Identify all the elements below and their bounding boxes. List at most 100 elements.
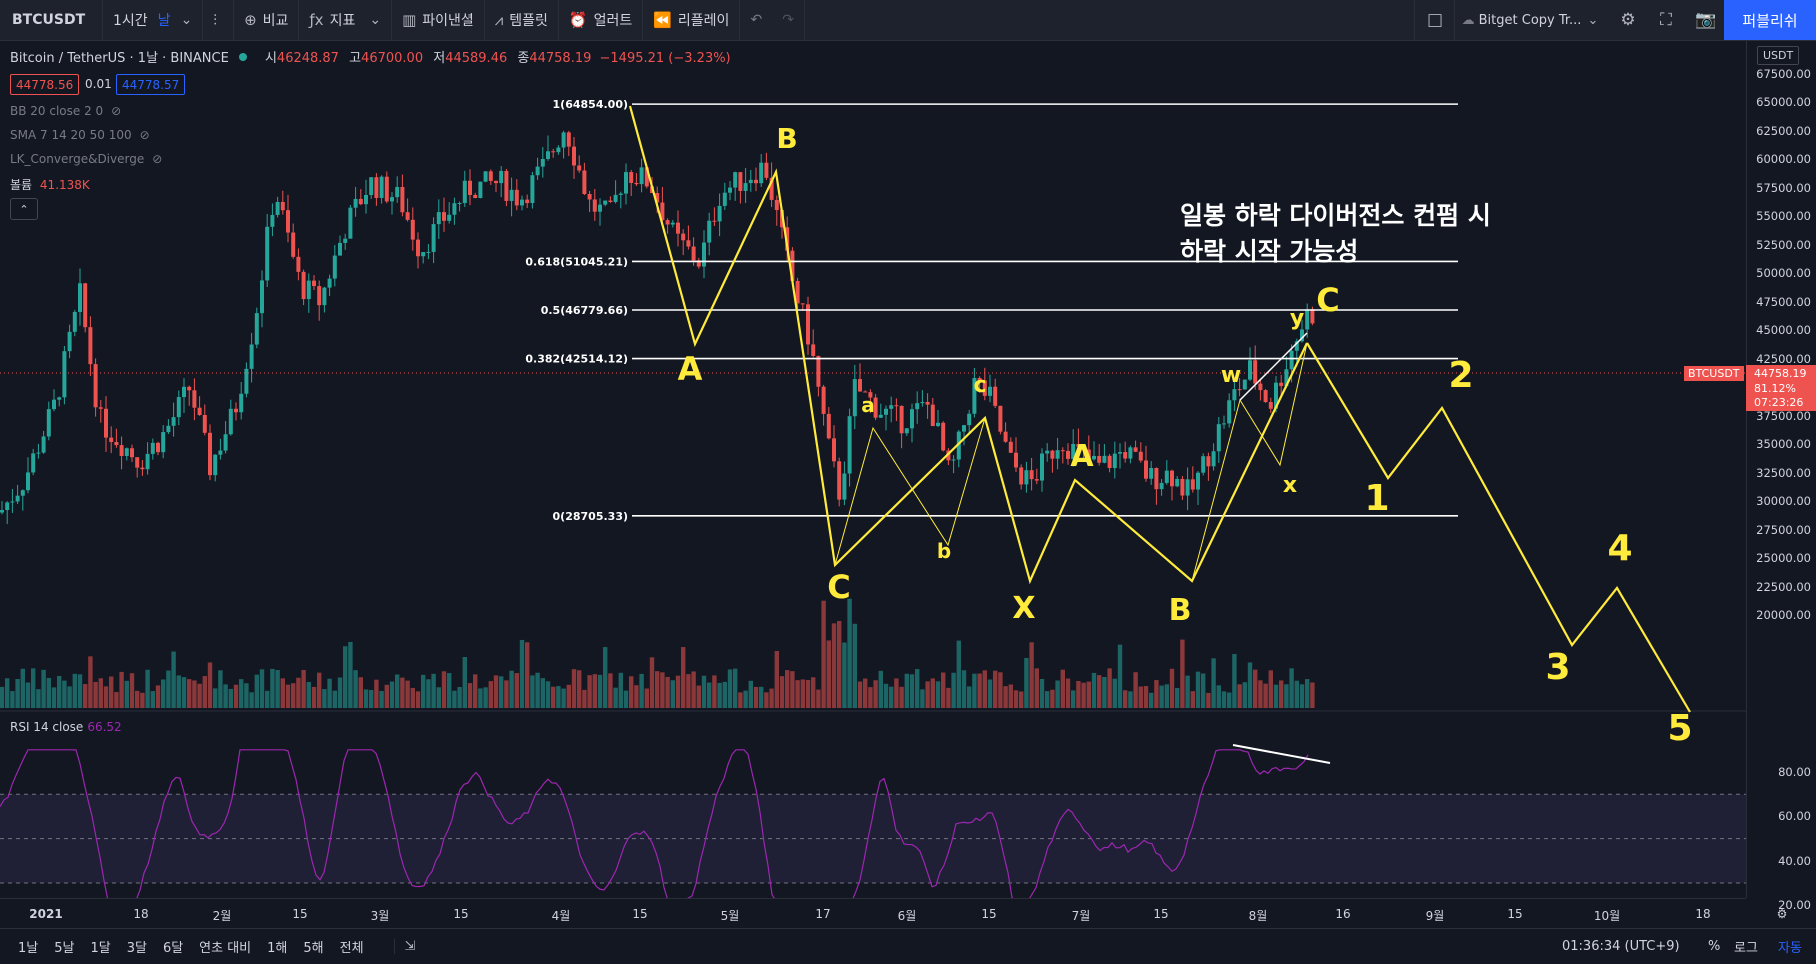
candle-body <box>1248 360 1252 380</box>
goto-date-icon[interactable]: ⇲ <box>393 939 415 954</box>
chart-canvas[interactable]: 1(64854.00) 0.618(51045.21) 0.5(46779.66) 0… <box>0 0 1746 898</box>
eye-hidden-icon[interactable]: ⊘ <box>139 128 150 142</box>
candle-body <box>317 286 322 306</box>
wave-label: A <box>1070 439 1094 474</box>
candle-body <box>15 495 20 502</box>
undo-button[interactable]: ↶ <box>750 12 763 28</box>
buy-price-box[interactable]: 44778.57 <box>116 74 186 95</box>
candle-body <box>525 199 530 204</box>
range-button[interactable]: 1날 <box>18 941 39 956</box>
volume-bar <box>1310 682 1315 708</box>
eye-hidden-icon[interactable]: ⊘ <box>152 152 163 166</box>
indicator-lk[interactable]: LK_Converge&Diverge ⊘ <box>10 152 162 166</box>
volume-bar <box>514 673 519 708</box>
publish-button[interactable]: 퍼블리쉬 <box>1724 0 1816 40</box>
collapse-legend-button[interactable]: ⌃ <box>10 198 38 220</box>
volume-bar <box>1175 687 1180 708</box>
indicator-bb[interactable]: BB 20 close 2 0 ⊘ <box>10 104 121 118</box>
fib-level-label: 0(28705.33) <box>553 510 628 523</box>
range-button[interactable]: 6달 <box>162 941 184 956</box>
layout-square-button[interactable]: □ <box>1414 0 1455 40</box>
axis-settings-icon[interactable]: ⚙ <box>1776 907 1788 921</box>
candle-body <box>509 189 514 201</box>
chart-type-button[interactable]: ⫶ <box>203 0 235 40</box>
volume-bar <box>904 673 909 708</box>
sell-price-box[interactable]: 44778.56 <box>10 74 80 95</box>
range-button[interactable]: 전체 <box>339 941 364 956</box>
replay-label: 리플레이 <box>677 13 730 29</box>
rsi-legend[interactable]: RSI 14 close 66.52 <box>10 720 122 734</box>
candle-body <box>114 441 119 446</box>
volume-bar <box>343 646 348 708</box>
volume-bar <box>670 680 675 708</box>
volume-bar <box>348 641 353 708</box>
market-status-icon <box>238 53 247 61</box>
volume-bar <box>759 686 764 708</box>
settings-button[interactable]: ⚙ <box>1610 0 1646 40</box>
time-axis[interactable]: 2021 18 2월 15 3월 15 4월 15 5월 17 6월 15 7월 15 8월 16 9월 15 10… <box>0 898 1787 929</box>
financials-button[interactable]: ▥ 파이낸셜 <box>392 0 485 40</box>
wave-label: a <box>861 393 875 417</box>
compare-button[interactable]: ⊕ 비교 <box>234 0 300 40</box>
price-tick-label: 52500.00 <box>1756 237 1811 252</box>
volume-bar <box>930 678 935 708</box>
volume-bar <box>265 690 270 708</box>
range-button[interactable]: 5해 <box>303 941 324 956</box>
candle-body <box>1055 450 1060 459</box>
volume-bar <box>441 671 447 708</box>
volume-bar <box>311 686 317 708</box>
volume-bar <box>405 680 410 708</box>
symbol-title[interactable]: Bitcoin / TetherUS · 1날 · BINANCE <box>10 51 229 66</box>
volume-bar <box>998 672 1003 708</box>
volume-bar <box>753 686 759 708</box>
candle-body <box>83 283 88 328</box>
snapshot-button[interactable]: 📷 <box>1688 0 1724 40</box>
volume-bar <box>1263 683 1268 708</box>
replay-button[interactable]: ⏪ 리플레이 <box>643 0 741 40</box>
volume-legend[interactable]: 볼륨 41.138K <box>10 176 90 193</box>
auto-toggle[interactable]: 자동 <box>1778 941 1802 956</box>
candle-body <box>941 422 946 451</box>
currency-button[interactable]: USDT <box>1757 46 1800 65</box>
volume-bar <box>31 668 36 708</box>
indicators-button[interactable]: ƒx 지표 ⌄ <box>299 0 393 40</box>
percent-toggle[interactable]: % <box>1708 939 1721 954</box>
wave-sub-line <box>834 417 986 566</box>
candle-body <box>1180 478 1185 496</box>
range-button[interactable]: 1달 <box>90 941 111 956</box>
volume-bar <box>540 678 545 708</box>
wave-main-line <box>628 105 1308 585</box>
price-tick-label: 65000.00 <box>1756 95 1811 110</box>
timezone-button[interactable]: 01:36:34 (UTC+9) <box>1562 939 1680 954</box>
volume-bar <box>1065 678 1071 708</box>
indicator-sma[interactable]: SMA 7 14 20 50 100 ⊘ <box>10 128 150 142</box>
eye-hidden-icon[interactable]: ⊘ <box>111 104 122 118</box>
range-button[interactable]: 연초 대비 <box>199 941 252 956</box>
candle-body <box>1196 472 1200 490</box>
symbol-search-button[interactable]: BTCUSDT <box>0 0 103 40</box>
volume-bar <box>795 680 800 708</box>
change-value: −1495.21 (−3.23%) <box>599 51 731 66</box>
range-button[interactable]: 3달 <box>126 941 147 956</box>
volume-bar <box>103 686 109 708</box>
redo-button[interactable]: ↷ <box>772 0 805 40</box>
interval-selector[interactable]: 1시간 날 ⌄ <box>103 0 204 40</box>
volume-bar <box>135 690 140 708</box>
range-button[interactable]: 5날 <box>54 941 75 956</box>
indicator-label: LK_Converge&Diverge <box>10 152 145 166</box>
candle-body <box>457 203 462 205</box>
layout-name-button[interactable]: ☁ Bitget Copy Tr... ⌄ <box>1454 0 1605 40</box>
range-button[interactable]: 1해 <box>267 941 288 956</box>
candle-body <box>223 434 228 451</box>
fullscreen-button[interactable]: ⛶ <box>1648 0 1684 40</box>
volume-bar <box>1232 654 1237 708</box>
log-toggle[interactable]: 로그 <box>1734 941 1758 956</box>
volume-bar <box>649 657 655 708</box>
templates-button[interactable]: ⩘ 템플릿 <box>485 0 559 40</box>
alert-button[interactable]: ⏰ 얼러트 <box>559 0 644 40</box>
price-axis[interactable]: USDT 67500.00 65000.00 62500.00 60000.00 575… <box>1746 40 1816 912</box>
candle-body <box>348 207 353 239</box>
candle-body <box>161 432 166 453</box>
time-tick-label: 15 <box>981 907 997 921</box>
time-tick-label: 17 <box>815 907 831 921</box>
